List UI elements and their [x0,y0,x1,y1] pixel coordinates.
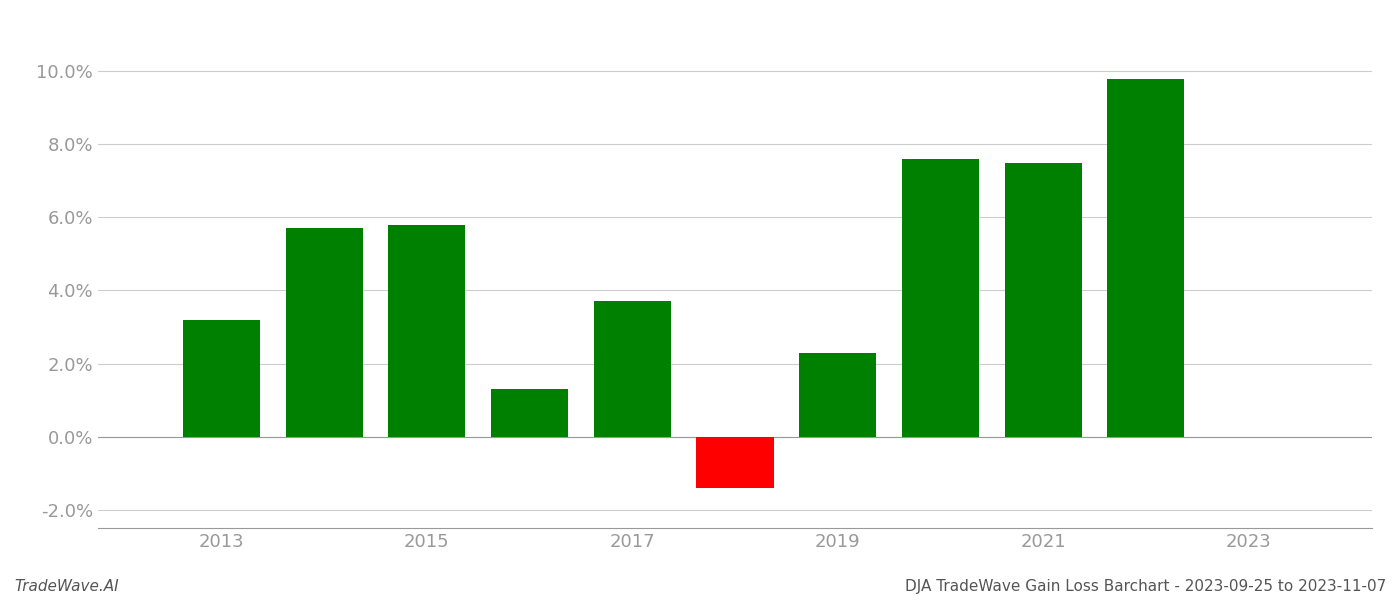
Text: DJA TradeWave Gain Loss Barchart - 2023-09-25 to 2023-11-07: DJA TradeWave Gain Loss Barchart - 2023-… [904,579,1386,594]
Bar [183,320,260,437]
Text: TradeWave.AI: TradeWave.AI [14,579,119,594]
Bar [696,437,774,488]
Bar [1107,79,1184,437]
Bar [491,389,568,437]
Bar [388,225,465,437]
Bar [286,229,363,437]
Bar [1005,163,1082,437]
Bar [799,353,876,437]
Bar [594,301,671,437]
Bar [902,159,979,437]
